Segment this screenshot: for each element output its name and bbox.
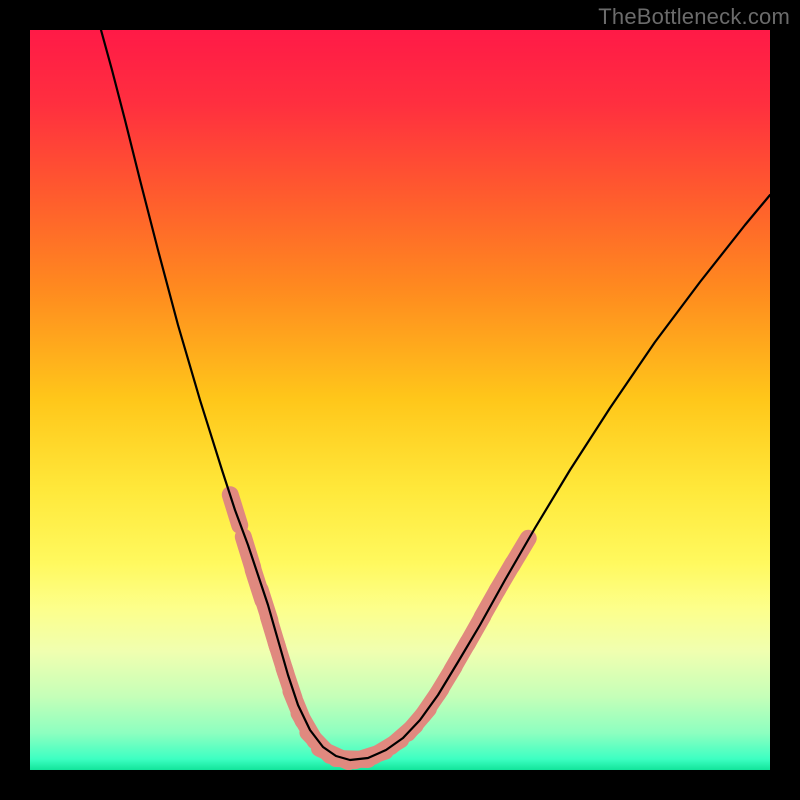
watermark-label: TheBottleneck.com — [598, 4, 790, 30]
bottleneck-chart — [0, 0, 800, 800]
chart-canvas: TheBottleneck.com — [0, 0, 800, 800]
plot-background — [30, 30, 770, 770]
